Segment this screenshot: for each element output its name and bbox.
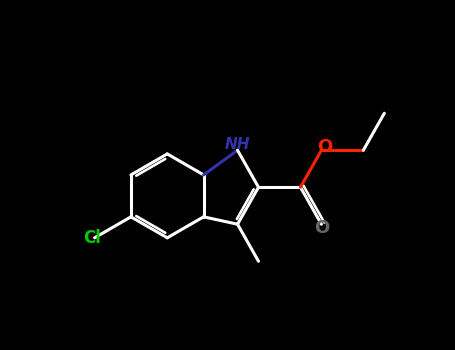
Text: O: O bbox=[317, 138, 333, 156]
Text: Cl: Cl bbox=[84, 229, 101, 247]
Text: O: O bbox=[314, 218, 329, 237]
Text: NH: NH bbox=[225, 137, 250, 152]
